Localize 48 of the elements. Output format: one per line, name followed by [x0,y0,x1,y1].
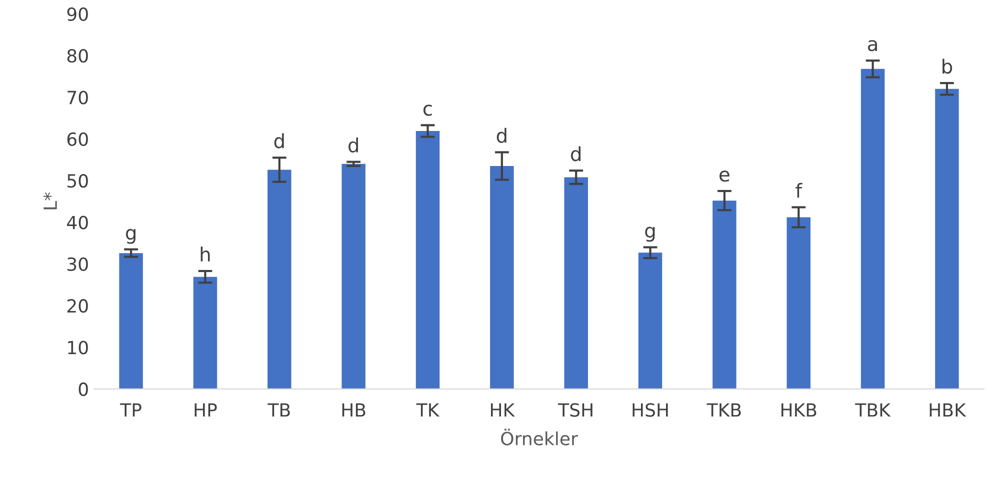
annotation: g [645,226,655,242]
y-tick-label: 10 [68,340,88,354]
x-tick-label: TBK [855,403,891,417]
annotation: d [496,128,506,143]
x-tick-label: TP [120,403,142,417]
x-tick-label: TKB [706,403,741,417]
y-tick-label: 80 [67,49,88,63]
x-tick-label: HK [490,403,516,417]
x-tick-label: TSH [558,403,592,417]
x-axis-title: Örnekler [501,428,578,446]
y-tick-label: 60 [67,132,88,146]
bar [416,130,440,389]
x-tick-label: TK [416,403,440,417]
annotation: h [200,246,210,262]
bar [268,170,292,389]
annotation: g [126,228,136,244]
bar [342,164,366,389]
y-tick-label: 20 [67,299,88,313]
annotation: e [720,170,730,182]
y-tick-label: 90 [67,7,88,22]
y-axis-title: L* [43,192,57,210]
annotation: b [942,58,952,74]
annotation: a [868,40,877,52]
y-tick-label: 0 [78,382,88,396]
y-tick-label: 30 [67,257,88,272]
bar [712,200,736,389]
x-tick-label: HSH [632,403,668,417]
annotation: c [423,104,432,116]
bar [638,252,662,389]
annotation: d [348,137,358,153]
y-tick-label: 40 [67,216,88,230]
annotation: f [796,182,802,198]
bar [193,276,218,389]
y-tick-label: 50 [68,174,88,188]
bar [490,166,514,389]
bar [564,177,588,389]
bar [935,88,959,389]
y-tick-label: 70 [68,90,88,104]
bar [786,217,810,389]
annotation: d [570,146,580,162]
bar [119,253,143,389]
annotation: d [274,133,284,148]
x-tick-label: HP [194,403,217,417]
x-tick-label: HB [342,403,366,417]
x-tick-label: HKB [781,403,816,417]
x-tick-label: HBK [930,403,966,417]
x-tick-label: TB [268,403,290,417]
bar [860,68,885,389]
